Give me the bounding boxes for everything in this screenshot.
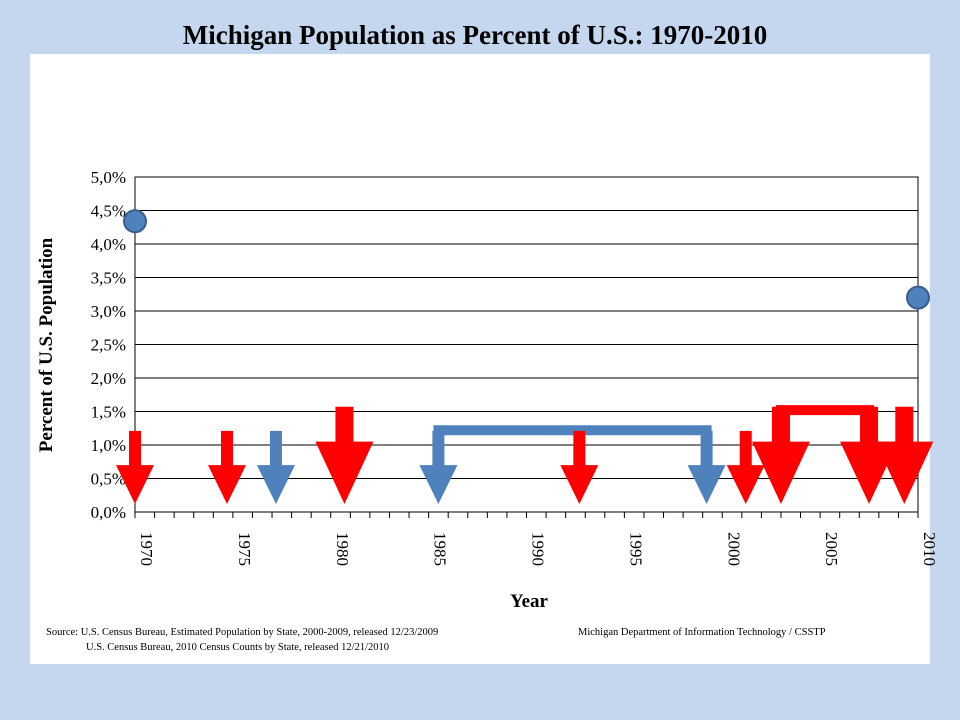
y-tick-label: 5,0% — [91, 168, 126, 187]
x-tick-label: 2005 — [822, 532, 841, 566]
arrow-annotation — [419, 430, 458, 504]
y-tick-label: 4,5% — [91, 202, 126, 221]
y-tick-label: 0,5% — [91, 470, 126, 489]
x-tick-label: 1970 — [137, 532, 156, 566]
slide — [30, 54, 930, 664]
source-credit: Michigan Department of Information Techn… — [578, 627, 826, 638]
data-point — [123, 209, 147, 234]
y-tick-label: 1,5% — [91, 403, 126, 422]
arrow-annotation — [687, 430, 726, 504]
y-tick-label: 3,0% — [91, 302, 126, 321]
bracket-annotation — [775, 405, 875, 417]
y-tick-label: 3,5% — [91, 269, 126, 288]
data-point — [906, 285, 930, 310]
x-axis-label: Year — [510, 591, 549, 612]
y-tick-label: 1,0% — [91, 436, 126, 455]
x-tick-label: 2010 — [920, 532, 939, 566]
y-tick-label: 0,0% — [91, 503, 126, 522]
y-tick-label: 2,0% — [91, 369, 126, 388]
y-tick-label: 2,5% — [91, 336, 126, 355]
arrow-annotation — [208, 430, 247, 504]
x-tick-label: 1990 — [529, 532, 548, 566]
x-tick-label: 1975 — [235, 532, 254, 566]
chart-title: Michigan Population as Percent of U.S.: … — [182, 20, 768, 50]
bracket-annotation — [433, 425, 712, 437]
y-tick-label: 4,0% — [91, 235, 126, 254]
x-tick-label: 2000 — [724, 532, 743, 566]
arrow-annotation — [256, 430, 295, 504]
arrow-annotation — [840, 406, 899, 504]
arrow-annotation — [116, 430, 154, 504]
x-tick-label: 1995 — [626, 532, 645, 566]
arrow-annotation — [875, 406, 934, 504]
source-line-1: Source: U.S. Census Bureau, Estimated Po… — [46, 627, 439, 638]
x-tick-label: 1985 — [431, 532, 450, 566]
source-line-2: U.S. Census Bureau, 2010 Census Counts b… — [86, 642, 390, 653]
x-tick-label: 1980 — [333, 532, 352, 566]
arrow-annotation — [726, 430, 765, 504]
arrow-annotation — [315, 406, 374, 504]
y-axis-label: Percent of U.S. Population — [36, 237, 57, 452]
arrow-annotation — [751, 406, 810, 504]
arrow-annotation — [560, 430, 599, 504]
